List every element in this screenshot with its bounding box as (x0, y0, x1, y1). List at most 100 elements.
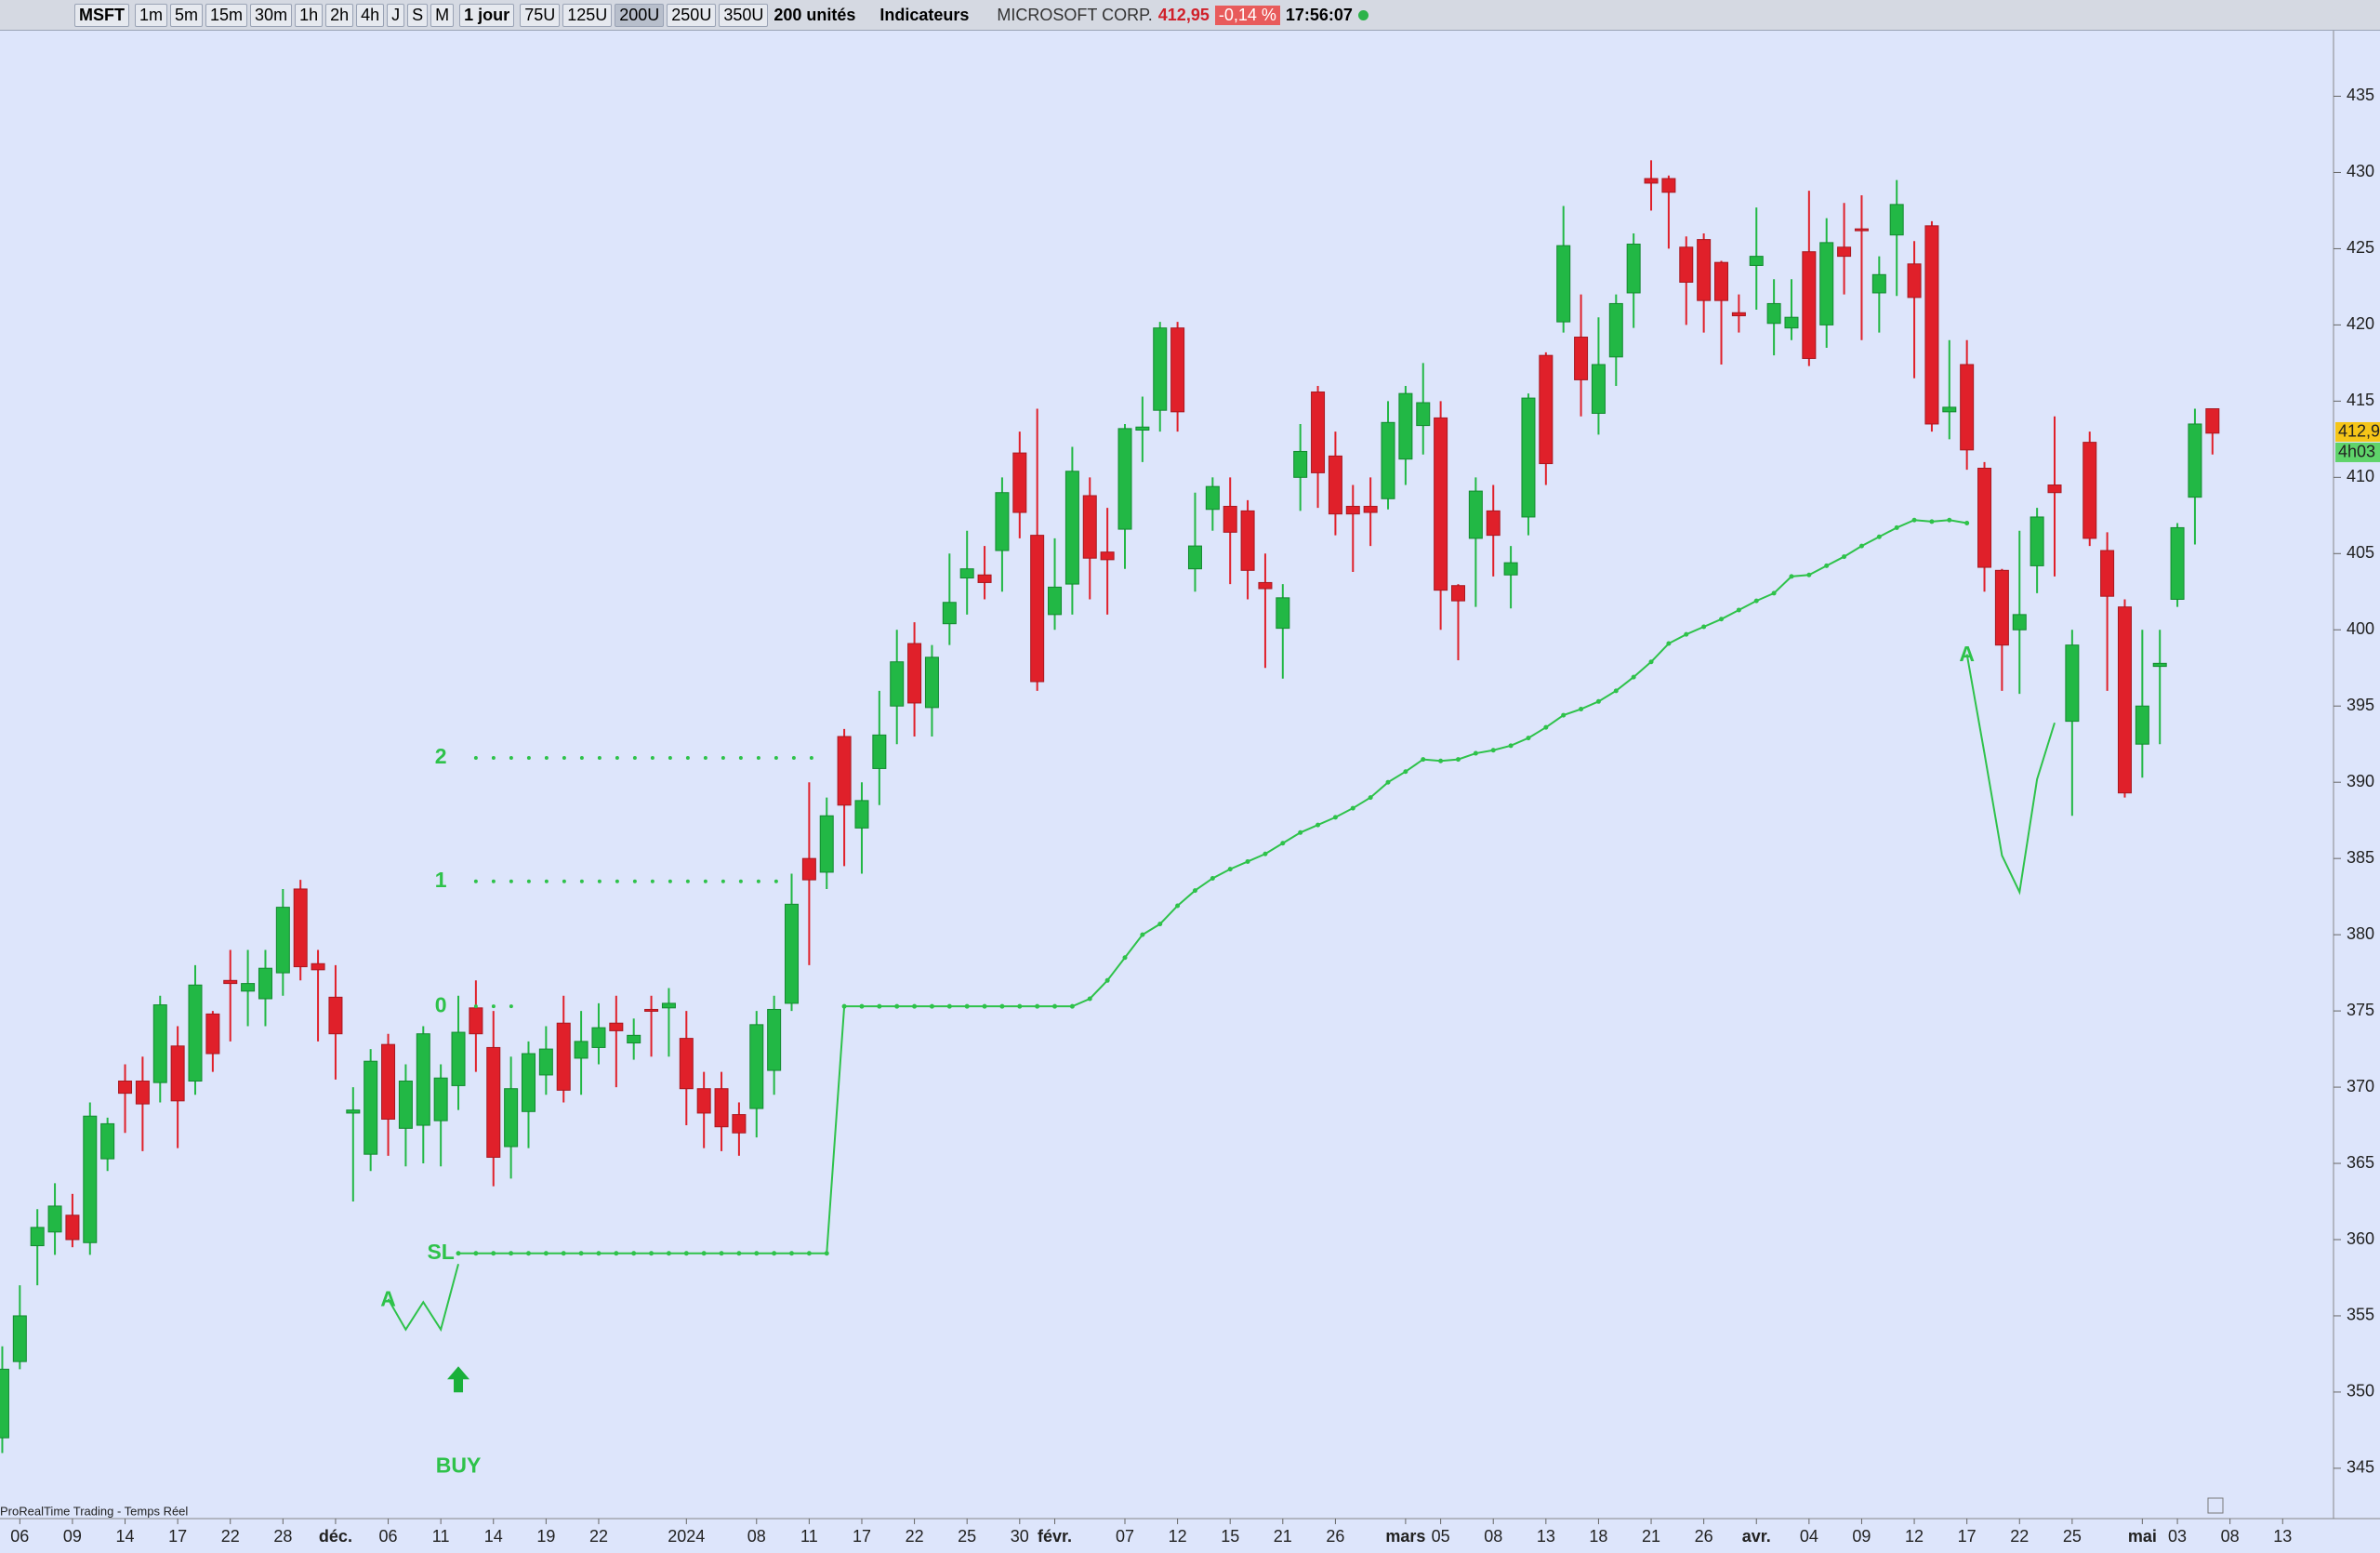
candle-body (1644, 178, 1659, 184)
candle-body (609, 1022, 624, 1031)
y-tick-label: 430 (2347, 162, 2374, 180)
candle-body (1486, 510, 1501, 537)
x-tick-label: 21 (1642, 1527, 1660, 1546)
line-dot (894, 1003, 900, 1009)
candle-body (1521, 397, 1536, 518)
candle-body (1276, 597, 1290, 630)
candle-body (1468, 490, 1483, 539)
x-tick-label: 22 (2010, 1527, 2029, 1546)
candle-body (1608, 302, 1623, 358)
toolbar-button[interactable]: 2h (325, 3, 354, 27)
candle-body (959, 568, 974, 579)
y-tick-label: 355 (2347, 1306, 2374, 1324)
candle-body (1064, 471, 1079, 585)
candle-body (924, 657, 939, 709)
units: 75U 125U 200U 250U 350U (520, 3, 769, 27)
line-dot (543, 1251, 549, 1256)
candle-body (1363, 505, 1378, 513)
y-tick-label: 405 (2347, 543, 2374, 562)
toolbar-button[interactable]: M (430, 3, 455, 27)
line-dot (1298, 830, 1303, 835)
annotation: A (380, 1287, 396, 1311)
annotation: SL (427, 1240, 454, 1264)
line-dot (1175, 903, 1181, 909)
candle-body (2135, 705, 2149, 745)
candle-body (1749, 256, 1764, 266)
toolbar-button[interactable]: 1h (295, 3, 324, 27)
line-dot (1719, 617, 1725, 622)
candle-body (801, 857, 816, 881)
candle-body (1854, 228, 1869, 232)
indicator-line (387, 1263, 459, 1333)
y-tick-label: 395 (2347, 696, 2374, 714)
toolbar-button[interactable]: 1m (135, 3, 168, 27)
indicators[interactable]: Indicateurs (879, 5, 970, 24)
y-tick-label: 420 (2347, 314, 2374, 333)
line-dot (525, 1251, 531, 1256)
candle-body (1048, 586, 1063, 616)
toolbar-button[interactable]: 200U (615, 3, 665, 27)
candle-body (451, 1031, 466, 1086)
toolbar-button[interactable]: 30m (250, 3, 293, 27)
x-tick-label: 09 (1852, 1527, 1871, 1546)
candle-body (118, 1081, 133, 1095)
candle-body (1994, 569, 2009, 646)
x-tick-label: 08 (747, 1527, 766, 1546)
line-dot (806, 1251, 812, 1256)
price-tag: 412,9 (2338, 422, 2380, 441)
candle-body (1960, 364, 1975, 451)
toolbar-button[interactable]: 250U (667, 3, 717, 27)
candle-body (1450, 585, 1465, 602)
candle-body (1626, 244, 1641, 294)
candle-body (1153, 327, 1168, 411)
toolbar-button[interactable]: 15m (205, 3, 248, 27)
candle-body (486, 1046, 501, 1158)
line-dot (1069, 1003, 1075, 1009)
line-dot (666, 1251, 671, 1256)
candle-body (1240, 510, 1255, 571)
x-tick-label: 26 (1326, 1527, 1344, 1546)
candle-body (2047, 484, 2062, 494)
x-tick-label: 28 (273, 1527, 292, 1546)
x-tick-label: déc. (319, 1527, 352, 1546)
candle-body (1434, 417, 1448, 591)
line-dot (578, 1251, 584, 1256)
info-icon[interactable] (2207, 1497, 2224, 1514)
line-dot (772, 1251, 777, 1256)
y-tick-label: 345 (2347, 1458, 2374, 1477)
x-tick-label: 14 (484, 1527, 503, 1546)
line-dot (982, 1003, 987, 1009)
line-dot (701, 1251, 707, 1256)
candle-body (364, 1060, 378, 1155)
line-dot (1192, 888, 1197, 894)
line-dot (1122, 955, 1128, 961)
line-dot (1438, 758, 1444, 763)
line-dot (1613, 688, 1619, 694)
candle-body (2205, 408, 2220, 434)
period[interactable]: 1 jour (459, 3, 515, 27)
x-tick-label: 13 (2273, 1527, 2292, 1546)
line-dot (1771, 591, 1777, 596)
line-dot (1350, 805, 1355, 811)
toolbar-button[interactable]: 4h (356, 3, 385, 27)
candle-body (1574, 337, 1589, 380)
toolbar-button[interactable]: 5m (170, 3, 204, 27)
toolbar-button[interactable]: J (387, 3, 405, 27)
line-dot (1157, 922, 1163, 927)
footer: ProRealTime Trading - Temps Réel (0, 1504, 188, 1518)
x-tick-label: 22 (906, 1527, 924, 1546)
time: 17:56:07 (1285, 5, 1353, 24)
toolbar-button[interactable]: 350U (719, 3, 769, 27)
symbol[interactable]: MSFT (74, 3, 129, 27)
toolbar-button[interactable]: 75U (520, 3, 561, 27)
price-tag-bg (2335, 421, 2380, 442)
x-tick-label: 25 (958, 1527, 976, 1546)
line-dot (929, 1003, 934, 1009)
candle-body (433, 1077, 448, 1122)
x-tick-label: 12 (1905, 1527, 1924, 1546)
candle-body (1381, 421, 1395, 499)
toolbar-button[interactable]: S (407, 3, 429, 27)
toolbar-button[interactable]: 125U (562, 3, 613, 27)
unit-count[interactable]: 200 unités (774, 5, 856, 24)
